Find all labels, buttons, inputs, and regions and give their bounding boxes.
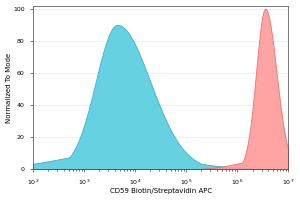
Y-axis label: Normalized To Mode: Normalized To Mode [6,52,12,123]
X-axis label: CD59 Biotin/Streptavidin APC: CD59 Biotin/Streptavidin APC [110,188,212,194]
